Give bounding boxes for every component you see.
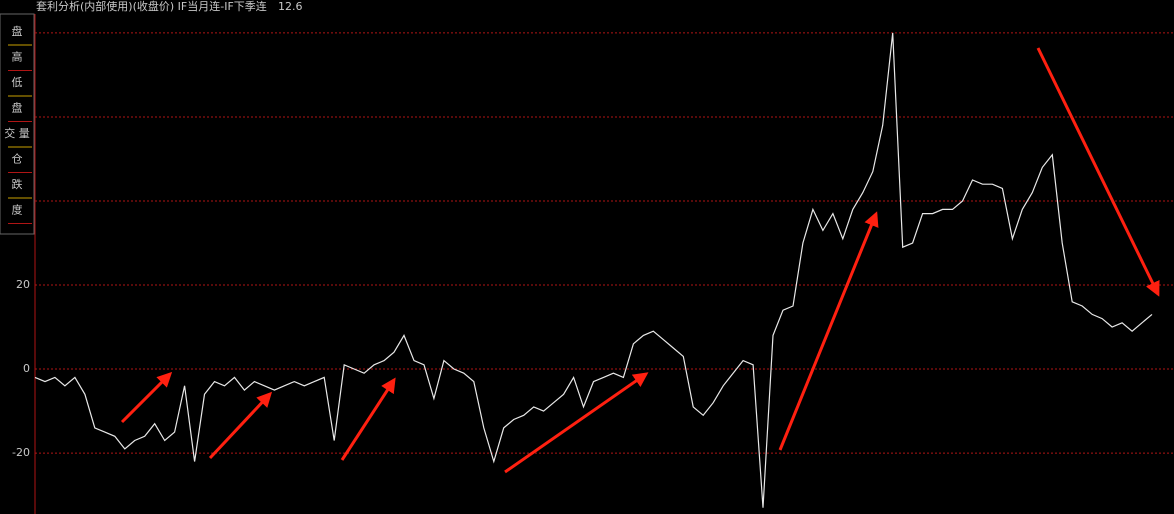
y-tick-label: 0 <box>23 362 30 375</box>
menu-item: 度 <box>12 203 23 217</box>
menu-item: 低 <box>12 76 23 89</box>
menu-item: 跌 <box>12 177 23 191</box>
arrow <box>120 371 173 424</box>
arrow <box>778 211 879 451</box>
menu-item: 交 量 <box>4 126 30 140</box>
menu-item: 高 <box>12 50 23 64</box>
side-menu <box>0 13 35 235</box>
annotation-arrows <box>120 47 1160 474</box>
menu-item: 盘 <box>12 101 23 115</box>
price-line <box>34 32 1153 508</box>
arrow <box>1036 47 1160 297</box>
chart-title: 套利分析(内部使用)(收盘价) IF当月连-IF下季连 <box>36 0 267 13</box>
y-tick-label: -20 <box>12 446 30 459</box>
menu-item: 仓 <box>12 152 23 166</box>
arrow <box>340 377 396 461</box>
menu-item: 盘 <box>12 24 23 38</box>
y-tick-label: 20 <box>16 278 30 291</box>
arrow <box>504 372 649 474</box>
chart-subtitle: 12.6 <box>278 0 303 13</box>
arrow <box>208 391 273 460</box>
